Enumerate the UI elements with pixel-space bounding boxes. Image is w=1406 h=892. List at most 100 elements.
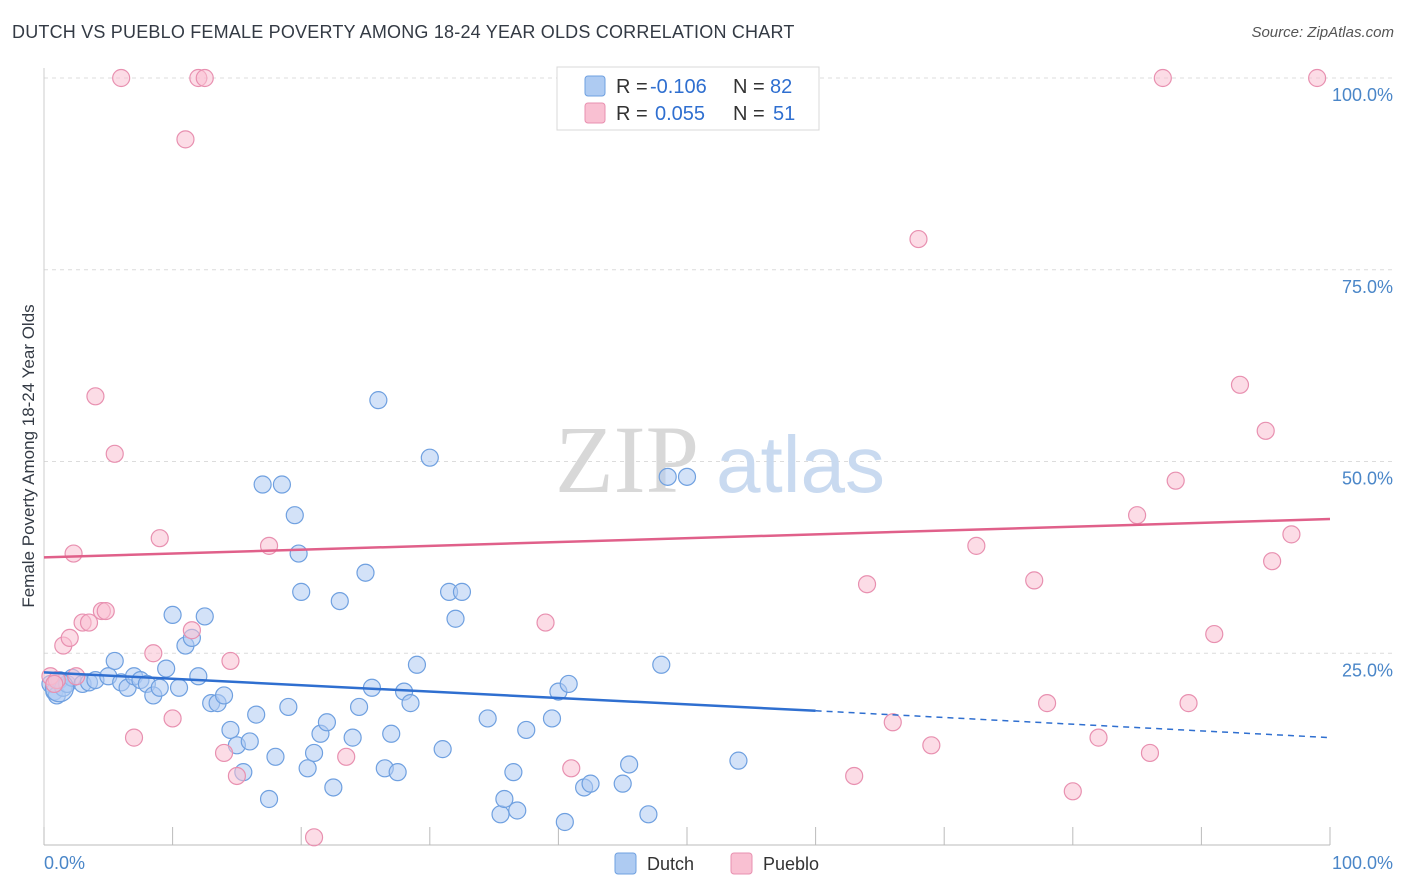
point-pueblo [96, 601, 115, 621]
point-dutch [272, 475, 292, 494]
point-pueblo [337, 747, 356, 766]
point-dutch [304, 743, 324, 763]
point-dutch [620, 755, 639, 774]
point-dutch [330, 591, 349, 611]
y-tick-label: 75.0% [1342, 277, 1393, 297]
point-pueblo [909, 229, 928, 249]
chart-title: DUTCH VS PUEBLO FEMALE POVERTY AMONG 18-… [12, 22, 795, 42]
legend-r-label-pueblo: R = [616, 103, 648, 125]
point-pueblo [1140, 743, 1160, 763]
point-dutch [247, 705, 266, 724]
watermark: ZIP atlas [555, 406, 885, 513]
point-dutch [343, 728, 362, 747]
point-dutch [401, 694, 420, 713]
x-tick-label: 0.0% [44, 853, 85, 873]
tick-labels: 25.0% 50.0% 75.0% 100.0% 0.0% 100.0% [44, 85, 1393, 873]
point-dutch [292, 582, 311, 601]
point-dutch [388, 763, 407, 782]
point-dutch [169, 678, 189, 697]
point-dutch [240, 732, 259, 751]
legend-bottom-swatch-dutch [614, 852, 637, 875]
point-dutch [581, 774, 600, 793]
point-pueblo [60, 628, 79, 648]
point-pueblo [883, 713, 902, 732]
point-dutch [195, 607, 214, 626]
point-pueblo [214, 743, 234, 763]
point-pueblo [221, 651, 240, 671]
point-pueblo [1263, 552, 1282, 571]
legend-n-value-pueblo: 51 [773, 103, 795, 125]
point-dutch [517, 720, 536, 740]
point-pueblo [195, 68, 214, 88]
point-pueblo [1205, 624, 1224, 644]
point-dutch [289, 544, 308, 563]
point-dutch [491, 805, 510, 824]
legend-top: R = -0.106 N = 82 R = 0.055 N = 51 [556, 66, 820, 131]
y-tick-label: 25.0% [1342, 660, 1393, 680]
point-pueblo [1179, 694, 1198, 713]
point-dutch [495, 789, 514, 809]
point-dutch [420, 448, 439, 467]
watermark-atlas: atlas [716, 420, 885, 509]
point-dutch [658, 467, 677, 486]
point-pueblo [922, 736, 941, 755]
point-pueblo [1282, 525, 1301, 544]
point-dutch [369, 391, 388, 410]
point-pueblo [304, 828, 324, 847]
point-pueblo [1025, 571, 1044, 590]
point-pueblo [1037, 694, 1057, 713]
y-axis-label: Female Poverty Among 18-24 Year Olds [19, 304, 38, 607]
point-dutch [452, 582, 472, 601]
legend-n-label-pueblo: N = [733, 103, 765, 125]
point-pueblo [144, 644, 163, 663]
point-pueblo [163, 709, 182, 728]
point-dutch [279, 697, 298, 717]
trend-line-pueblo [43, 517, 1331, 559]
point-dutch [446, 609, 465, 628]
point-dutch [298, 759, 317, 778]
legend-bottom-label-dutch: Dutch [647, 854, 694, 874]
legend-n-label-dutch: N = [733, 76, 765, 98]
point-pueblo [105, 444, 124, 463]
point-dutch [253, 475, 272, 494]
series-pueblo [41, 68, 1327, 847]
point-pueblo [1230, 375, 1250, 394]
legend-bottom: Dutch Pueblo [614, 852, 819, 875]
point-pueblo [67, 667, 86, 686]
point-dutch [382, 724, 401, 743]
point-pueblo [1256, 421, 1275, 440]
point-dutch [504, 763, 523, 782]
point-dutch [407, 655, 427, 674]
legend-bottom-swatch-pueblo [730, 852, 753, 875]
point-pueblo [1166, 471, 1185, 490]
legend-r-value-pueblo: 0.055 [655, 103, 705, 125]
point-dutch [163, 605, 182, 625]
point-pueblo [967, 536, 986, 555]
trend-lines [43, 517, 1331, 739]
legend-n-value-dutch: 82 [770, 76, 792, 98]
point-pueblo [64, 544, 83, 563]
point-dutch [221, 720, 240, 740]
point-dutch [555, 812, 574, 832]
point-dutch [157, 659, 176, 678]
point-pueblo [112, 68, 131, 88]
point-pueblo [124, 728, 144, 747]
point-pueblo [79, 613, 99, 632]
point-dutch [259, 789, 279, 809]
point-dutch [478, 709, 497, 728]
legend-r-value-dutch: -0.106 [650, 76, 707, 98]
point-dutch [324, 778, 343, 797]
point-pueblo [1089, 728, 1108, 747]
point-dutch [508, 801, 527, 820]
point-pueblo [182, 621, 201, 640]
point-dutch [266, 747, 285, 766]
point-dutch [433, 740, 452, 759]
point-dutch [317, 713, 337, 732]
point-pueblo [150, 529, 169, 548]
y-tick-label: 50.0% [1342, 469, 1393, 489]
x-tick-label: 100.0% [1332, 853, 1393, 873]
point-pueblo [845, 766, 864, 786]
point-dutch [214, 686, 234, 705]
point-dutch [677, 467, 697, 486]
trend-line-dutch [43, 671, 816, 713]
